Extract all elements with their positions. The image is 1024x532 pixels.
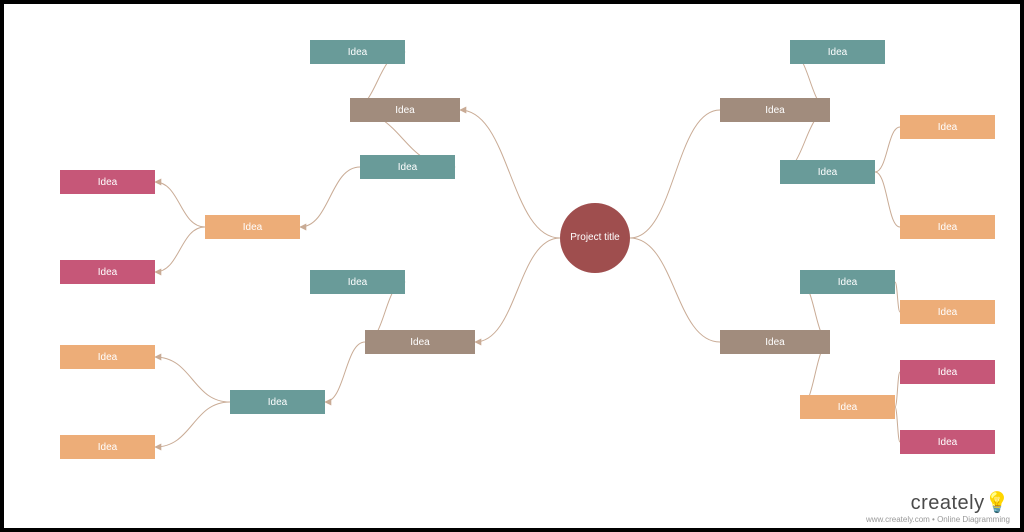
center-node[interactable]: Project title [560,203,630,273]
edge-tr_b-tr_b2 [875,172,900,227]
node-tr_b[interactable]: Idea [780,160,875,184]
node-tr_b2[interactable]: Idea [900,215,995,239]
edge-tl_b-ml_hub [300,167,360,227]
creately-logo: creately💡 [866,490,1010,515]
node-tr_b1[interactable]: Idea [900,115,995,139]
edge-ml_hub-ml_a [155,182,205,227]
edge-bl_hub-bl_b [325,342,365,402]
node-ml_hub[interactable]: Idea [205,215,300,239]
attribution: creately💡 www.creately.com • Online Diag… [866,490,1010,524]
edge-bl_b-bl_b1 [155,357,230,402]
node-br_a1[interactable]: Idea [900,300,995,324]
node-tl_b[interactable]: Idea [360,155,455,179]
brand-text: creately [911,492,985,514]
node-br_b[interactable]: Idea [800,395,895,419]
tagline: www.creately.com • Online Diagramming [866,515,1010,524]
node-bl_hub[interactable]: Idea [365,330,475,354]
edge-ml_hub-ml_b [155,227,205,272]
node-bl_b2[interactable]: Idea [60,435,155,459]
node-bl_b[interactable]: Idea [230,390,325,414]
node-br_a[interactable]: Idea [800,270,895,294]
edge-center-br_hub [630,238,720,342]
node-tr_hub[interactable]: Idea [720,98,830,122]
node-tl_a[interactable]: Idea [310,40,405,64]
node-ml_a[interactable]: Idea [60,170,155,194]
edge-center-tl_hub [460,110,560,238]
node-ml_b[interactable]: Idea [60,260,155,284]
edge-bl_b-bl_b2 [155,402,230,447]
node-br_b1[interactable]: Idea [900,360,995,384]
node-bl_b1[interactable]: Idea [60,345,155,369]
edge-center-bl_hub [475,238,560,342]
node-br_b2[interactable]: Idea [900,430,995,454]
node-br_hub[interactable]: Idea [720,330,830,354]
node-tl_hub[interactable]: Idea [350,98,460,122]
edge-tr_b-tr_b1 [875,127,900,172]
edge-center-tr_hub [630,110,720,238]
node-bl_a[interactable]: Idea [310,270,405,294]
bulb-icon: 💡 [985,492,1010,514]
node-tr_a[interactable]: Idea [790,40,885,64]
